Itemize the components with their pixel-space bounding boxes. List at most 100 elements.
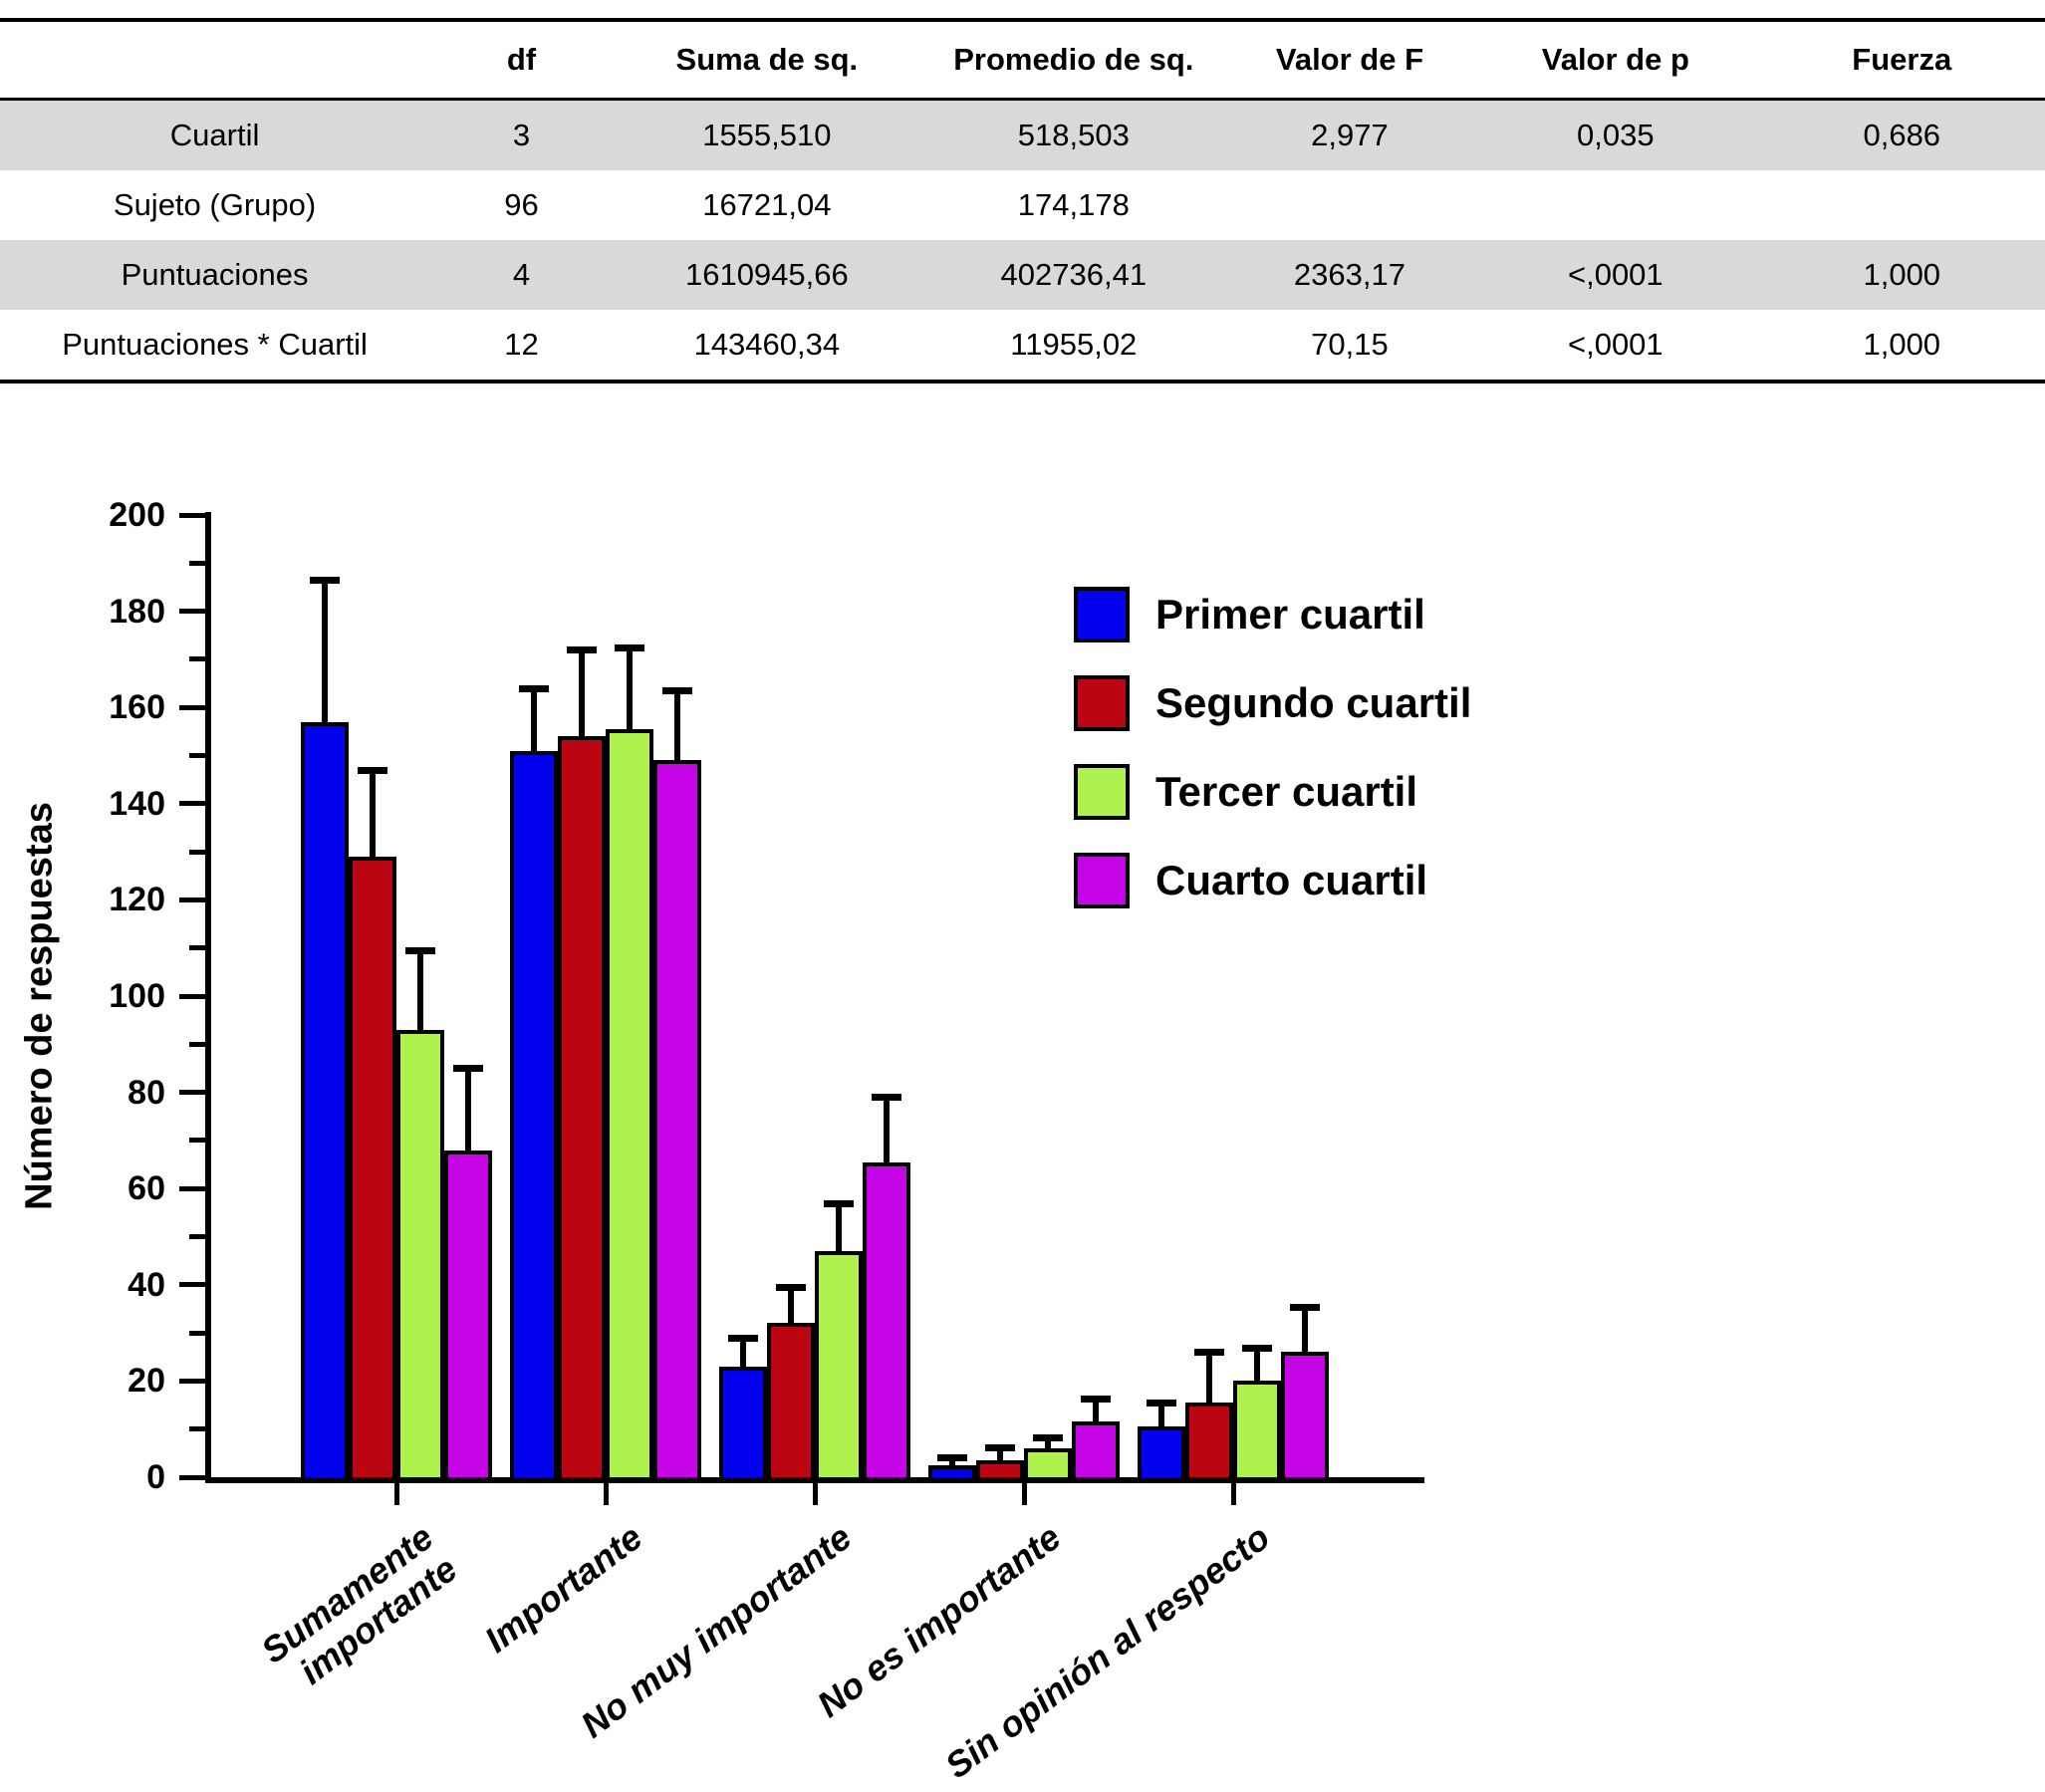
anova-header-row: df Suma de sq. Promedio de sq. Valor de F Va… — [0, 20, 2045, 100]
error-bar-cap — [358, 766, 387, 774]
anova-col-header-2: Suma de sq. — [675, 42, 859, 77]
anova-row-2: Puntuaciones 4 1610945,66 402736,41 2363,17 <… — [0, 240, 2045, 310]
bar-chart: Número de respuestas Primer cuartil Segun… — [0, 418, 2045, 1792]
y-minor-tick — [189, 560, 205, 566]
error-bar-line — [1302, 1306, 1308, 1357]
bar-cuarto-cuartil — [1281, 1352, 1329, 1481]
y-tick-label: 100 — [109, 977, 165, 1015]
error-bar-line — [788, 1287, 794, 1328]
bar-tercer-cuartil — [1024, 1448, 1072, 1481]
bar-primer-cuartil — [510, 750, 558, 1481]
error-bar-cap — [985, 1443, 1015, 1451]
anova-cell: 0,035 — [1577, 118, 1655, 152]
y-tick-label: 200 — [109, 496, 165, 534]
anova-cell: 1,000 — [1863, 327, 1941, 362]
error-bar-cap — [1242, 1344, 1272, 1352]
y-tick-label: 0 — [146, 1458, 165, 1496]
error-bar-cap — [1033, 1433, 1063, 1441]
error-bar-line — [1254, 1347, 1260, 1386]
error-bar-line — [1158, 1403, 1164, 1431]
error-bar-cap — [1194, 1349, 1224, 1357]
error-bar-cap — [519, 684, 549, 692]
error-bar-cap — [872, 1094, 901, 1102]
y-major-tick — [179, 1474, 205, 1480]
bar-tercer-cuartil — [815, 1250, 863, 1481]
x-tick — [603, 1483, 609, 1505]
error-bar-cap — [615, 643, 644, 651]
anova-row-label: Cuartil — [169, 118, 260, 152]
legend-swatch — [1074, 587, 1130, 642]
bar-tercer-cuartil — [606, 728, 653, 1481]
y-tick-label: 160 — [109, 688, 165, 727]
anova-cell: 3 — [512, 118, 531, 152]
bar-tercer-cuartil — [396, 1029, 444, 1481]
legend-label: Cuarto cuartil — [1155, 857, 1428, 903]
legend-label: Primer cuartil — [1155, 591, 1425, 638]
x-tick — [393, 1483, 399, 1505]
anova-col-header-3: Promedio de sq. — [953, 42, 1194, 77]
bar-tercer-cuartil — [1233, 1381, 1281, 1481]
anova-row-label: Sujeto (Grupo) — [113, 187, 317, 222]
legend-swatch — [1074, 764, 1130, 820]
error-bar-line — [627, 646, 633, 733]
error-bar-line — [322, 580, 328, 726]
error-bar-line — [1093, 1398, 1099, 1426]
y-major-tick — [179, 512, 205, 518]
bar-cuarto-cuartil — [1072, 1421, 1120, 1481]
anova-col-header-5: Valor de p — [1541, 42, 1689, 77]
y-major-tick — [179, 1282, 205, 1288]
y-major-tick — [179, 704, 205, 710]
anova-cell — [1472, 170, 1758, 240]
error-bar-line — [836, 1202, 842, 1255]
error-bar-cap — [405, 947, 435, 955]
error-bar-cap — [937, 1453, 967, 1461]
anova-cell: 402736,41 — [1000, 257, 1148, 292]
error-bar-line — [740, 1337, 746, 1371]
legend-item-tercer-cuartil: Tercer cuartil — [1074, 763, 1417, 821]
anova-cell: 70,15 — [1311, 327, 1389, 362]
anova-row-0: Cuartil 3 1555,510 518,503 2,977 0,035 0,686 — [0, 99, 2045, 170]
y-axis-line — [205, 512, 211, 1480]
anova-col-header-6: Fuerza — [1852, 42, 1952, 77]
legend-item-segundo-cuartil: Segundo cuartil — [1074, 674, 1471, 732]
anova-cell: 518,503 — [1017, 118, 1130, 152]
y-major-tick — [179, 609, 205, 615]
anova-col-header-0 — [0, 20, 429, 100]
error-bar-line — [370, 769, 376, 861]
anova-cell — [1759, 170, 2045, 240]
bar-primer-cuartil — [301, 721, 349, 1481]
y-minor-tick — [189, 1234, 205, 1239]
anova-cell: <,0001 — [1567, 327, 1663, 362]
anova-cell: 12 — [504, 327, 539, 362]
error-bar-cap — [1081, 1395, 1111, 1403]
anova-col-header-4: Valor de F — [1275, 42, 1424, 77]
anova-cell: 0,686 — [1863, 118, 1941, 152]
anova-row-label: Puntuaciones * Cuartil — [62, 327, 368, 362]
error-bar-line — [997, 1446, 1003, 1465]
anova-cell: 174,178 — [1017, 187, 1130, 222]
anova-row-1: Sujeto (Grupo) 96 16721,04 174,178 — [0, 170, 2045, 240]
y-minor-tick — [189, 1426, 205, 1432]
y-tick-label: 180 — [109, 592, 165, 631]
y-tick-label: 40 — [128, 1265, 165, 1304]
y-major-tick — [179, 993, 205, 999]
anova-table-section: df Suma de sq. Promedio de sq. Valor de F Va… — [0, 18, 2045, 384]
x-category-label: Sumamente importante — [253, 1516, 465, 1692]
anova-cell: 1,000 — [1863, 257, 1941, 292]
anova-cell: 2363,17 — [1293, 257, 1406, 292]
legend-swatch — [1074, 853, 1130, 908]
x-tick — [1021, 1483, 1027, 1505]
anova-cell: <,0001 — [1567, 257, 1663, 292]
y-major-tick — [179, 1090, 205, 1096]
bar-segundo-cuartil — [558, 736, 606, 1481]
error-bar-line — [884, 1097, 890, 1166]
error-bar-cap — [453, 1065, 483, 1073]
legend-label: Segundo cuartil — [1155, 679, 1472, 726]
anova-row-label: Puntuaciones — [121, 257, 309, 292]
error-bar-cap — [567, 646, 597, 654]
anova-cell: 4 — [512, 257, 531, 292]
legend-swatch — [1074, 675, 1130, 731]
y-minor-tick — [189, 1138, 205, 1144]
y-major-tick — [179, 801, 205, 807]
y-tick-label: 20 — [128, 1362, 165, 1401]
